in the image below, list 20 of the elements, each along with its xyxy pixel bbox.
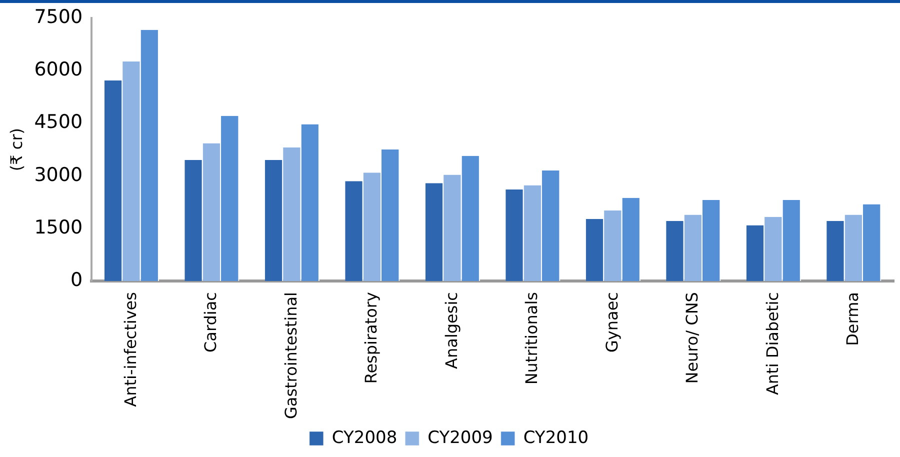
y-tick-label: 4500: [34, 111, 83, 134]
y-tick-label: 6000: [34, 58, 83, 81]
x-tick-label: Anti-infectives: [120, 292, 140, 407]
x-tick-label: Respiratory: [362, 292, 381, 384]
x-tick-label: Neuro/ CNS: [682, 292, 702, 384]
legend-label: CY2010: [523, 428, 589, 448]
y-tick-label: 0: [70, 268, 83, 291]
x-tick-label: Gastrointestinal: [281, 292, 300, 420]
legend-label: CY2008: [332, 428, 398, 448]
y-tick-label: 3000: [34, 164, 83, 186]
y-tick-label: 1500: [34, 216, 83, 238]
x-tick-label: Cardiac: [201, 292, 220, 353]
y-tick-label: 7500: [34, 6, 83, 28]
y-axis-title: (₹ cr): [6, 128, 26, 172]
x-tick-label: Anti Diabetic: [762, 292, 782, 396]
legend-label: CY2009: [428, 428, 493, 448]
x-tick-label: Analgesic: [442, 292, 461, 369]
x-tick-label: Derma: [843, 292, 862, 346]
x-tick-label: Gynaec: [602, 292, 622, 352]
x-tick-label: Nutritionals: [522, 292, 542, 385]
